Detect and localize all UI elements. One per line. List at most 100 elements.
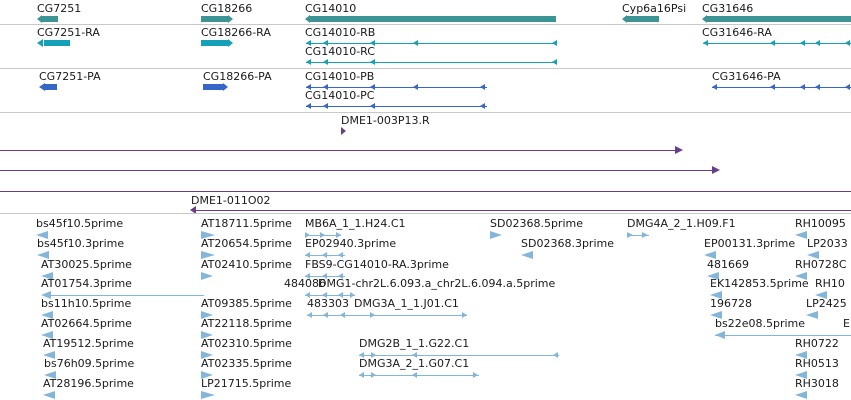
gene-feature[interactable] — [707, 16, 851, 22]
est-label[interactable]: 483303 — [307, 297, 349, 310]
est-label[interactable]: bs22e08.5prime — [715, 317, 806, 330]
est-label[interactable]: AT01754.3prime — [41, 277, 132, 290]
est-label[interactable]: EK142853.5prime — [710, 277, 809, 290]
est-feature[interactable] — [43, 391, 55, 399]
est-label[interactable]: AT22118.5prime — [201, 317, 292, 330]
protein-label[interactable]: CG14010-PB — [305, 70, 375, 83]
transcript-feature[interactable] — [44, 40, 70, 46]
est-label[interactable]: SD02368.5prime — [490, 217, 583, 230]
est-feature[interactable] — [201, 331, 213, 339]
est-feature[interactable] — [36, 231, 48, 239]
est-feature[interactable] — [307, 315, 467, 316]
protein-label[interactable]: CG31646-PA — [712, 70, 781, 83]
est-feature[interactable] — [710, 311, 722, 319]
transcript-label[interactable]: CG14010-RB — [305, 26, 376, 39]
protein-intron-line[interactable] — [306, 106, 487, 107]
est-feature[interactable] — [795, 231, 807, 239]
est-feature[interactable] — [201, 251, 215, 259]
est-feature[interactable] — [795, 351, 807, 359]
est-label[interactable]: FBS9-CG14010-RA.3prime — [305, 258, 449, 271]
est-label[interactable]: AT02310.5prime — [201, 337, 292, 350]
est-label[interactable]: DMG3A_1_1.J01.C1 — [354, 297, 459, 310]
est-feature[interactable] — [806, 311, 818, 319]
est-label[interactable]: AT09385.5prime — [201, 297, 292, 310]
est-label[interactable]: 196728 — [710, 297, 752, 310]
est-label[interactable]: RH0728C — [795, 258, 847, 271]
est-feature[interactable] — [807, 251, 819, 259]
alignment-feature[interactable] — [196, 210, 851, 211]
alignment-feature[interactable] — [341, 127, 346, 135]
est-label[interactable]: RH10 — [815, 277, 845, 290]
est-feature[interactable] — [201, 311, 213, 319]
est-feature[interactable] — [490, 231, 502, 239]
est-label[interactable]: bs76h09.5prime — [44, 357, 135, 370]
protein-label[interactable]: CG14010-PC — [305, 89, 375, 102]
est-feature[interactable] — [44, 295, 204, 296]
est-label[interactable]: E — [843, 317, 850, 330]
est-feature[interactable] — [707, 272, 719, 280]
est-label[interactable]: LP2425 — [806, 297, 847, 310]
est-feature[interactable] — [795, 272, 807, 280]
est-label[interactable]: LP2033 — [807, 237, 848, 250]
gene-feature[interactable] — [201, 16, 228, 22]
est-label[interactable]: RH3018 — [795, 377, 839, 390]
est-feature[interactable] — [795, 391, 807, 399]
transcript-feature[interactable] — [201, 40, 228, 46]
protein-feature[interactable] — [203, 84, 223, 90]
est-label[interactable]: RH10095 — [795, 217, 846, 230]
protein-intron-line[interactable] — [306, 87, 487, 88]
est-label[interactable]: bs45f10.3prime — [37, 237, 125, 250]
transcript-intron-line[interactable] — [703, 43, 851, 44]
est-label[interactable]: RH0513 — [795, 357, 839, 370]
transcript-label[interactable]: CG18266-RA — [201, 26, 271, 39]
est-feature[interactable] — [305, 295, 355, 296]
est-label[interactable]: AT02335.5prime — [201, 357, 292, 370]
gene-label[interactable]: CG7251 — [37, 2, 82, 15]
est-label[interactable]: DMG2B_1_1.G22.C1 — [359, 337, 470, 350]
est-feature[interactable] — [43, 351, 55, 359]
est-feature[interactable] — [521, 251, 533, 259]
est-label[interactable]: DMG3A_2_1.G07.C1 — [359, 357, 470, 370]
est-label[interactable]: AT02410.5prime — [201, 258, 292, 271]
est-feature[interactable] — [704, 251, 716, 259]
est-label[interactable]: AT28196.5prime — [43, 377, 134, 390]
est-feature[interactable] — [41, 311, 53, 319]
transcript-label[interactable]: CG7251-RA — [37, 26, 100, 39]
est-feature[interactable] — [815, 291, 827, 299]
transcript-intron-line[interactable] — [306, 62, 556, 63]
est-feature[interactable] — [201, 371, 213, 379]
gene-label[interactable]: CG31646 — [702, 2, 754, 15]
est-label[interactable]: bs45f10.5prime — [36, 217, 124, 230]
est-label[interactable]: bs11h10.5prime — [41, 297, 132, 310]
est-label[interactable]: RH0722 — [795, 337, 839, 350]
est-label[interactable]: EP02940.3prime — [305, 237, 397, 250]
est-feature[interactable] — [41, 272, 53, 280]
est-label[interactable]: DMG4A_2_1.H09.F1 — [627, 217, 736, 230]
est-label[interactable]: AT19512.5prime — [43, 337, 134, 350]
transcript-label[interactable]: CG14010-RC — [305, 45, 375, 58]
gene-feature[interactable] — [42, 16, 58, 22]
est-label[interactable]: MB6A_1_1.H24.C1 — [305, 217, 406, 230]
protein-intron-line[interactable] — [712, 87, 851, 88]
protein-label[interactable]: CG7251-PA — [39, 70, 101, 83]
est-label[interactable]: SD02368.3prime — [521, 237, 614, 250]
gene-feature[interactable] — [627, 16, 659, 22]
est-feature[interactable] — [795, 371, 807, 379]
est-feature[interactable] — [41, 331, 53, 339]
est-label[interactable]: 481669 — [707, 258, 749, 271]
est-label[interactable]: EP00131.3prime — [704, 237, 796, 250]
gene-feature[interactable] — [310, 16, 556, 22]
est-feature[interactable] — [201, 351, 213, 359]
est-feature[interactable] — [37, 251, 49, 259]
est-label[interactable]: AT30025.5prime — [41, 258, 132, 271]
est-feature[interactable] — [201, 391, 215, 399]
est-label[interactable]: 484086 — [284, 277, 326, 290]
est-feature[interactable] — [44, 371, 56, 379]
est-feature[interactable] — [710, 291, 722, 299]
alignment-label[interactable]: DME1-003P13.R — [341, 114, 430, 127]
protein-label[interactable]: CG18266-PA — [203, 70, 272, 83]
est-feature[interactable] — [627, 235, 649, 236]
est-label[interactable]: DMG1-chr2L.6.093.a_chr2L.6.094.a.5prime — [318, 277, 556, 290]
est-feature[interactable] — [201, 272, 213, 280]
gene-label[interactable]: CG14010 — [305, 2, 357, 15]
